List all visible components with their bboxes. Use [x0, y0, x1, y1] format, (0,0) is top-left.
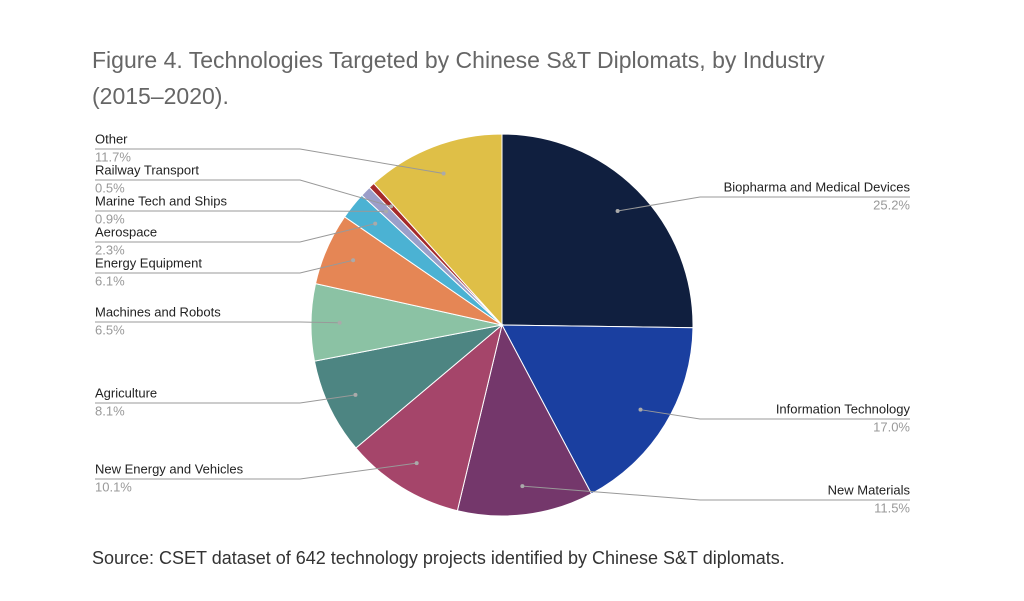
leader-dot — [353, 392, 358, 397]
source-note: Source: CSET dataset of 642 technology p… — [92, 548, 785, 568]
slice-value-label: 17.0% — [873, 419, 910, 434]
leader-dot — [441, 171, 446, 176]
slice-label: Information Technology — [776, 401, 911, 416]
leader-dot — [384, 209, 389, 214]
slice-value-label: 6.5% — [95, 322, 125, 337]
leader-line — [95, 223, 376, 243]
slice-value-label: 25.2% — [873, 197, 910, 212]
leader-line — [522, 485, 910, 501]
pie-slice — [355, 323, 503, 512]
pie-slice — [501, 133, 694, 329]
slice-label: Machines and Robots — [95, 304, 221, 319]
leader-line — [95, 462, 417, 480]
slice-value-label: 10.1% — [95, 479, 132, 494]
leader-dot — [373, 221, 378, 226]
pie-slice — [501, 324, 694, 495]
leader-line — [95, 179, 392, 207]
slice-label: Energy Equipment — [95, 255, 202, 270]
leader-line — [95, 394, 356, 404]
leader-dot — [615, 209, 620, 214]
slice-label: Agriculture — [95, 385, 157, 400]
leader-line — [640, 409, 910, 420]
slice-value-label: 0.9% — [95, 211, 125, 226]
pie-slice — [313, 324, 504, 449]
leader-dot — [638, 407, 643, 412]
slice-value-label: 11.7% — [95, 149, 131, 164]
slice-value-label: 11.5% — [874, 500, 910, 515]
pie-slice — [373, 133, 503, 327]
leader-dot — [337, 320, 342, 325]
leader-line — [95, 259, 354, 274]
slice-label: Aerospace — [95, 224, 157, 239]
leader-line — [95, 321, 340, 324]
slice-label: Biopharma and Medical Devices — [724, 179, 911, 194]
slice-value-label: 2.3% — [95, 242, 125, 257]
slice-value-label: 0.5% — [95, 180, 125, 195]
leader-dot — [414, 461, 419, 466]
slice-label: Railway Transport — [95, 162, 199, 177]
chart-title: Figure 4. Technologies Targeted by Chine… — [92, 47, 825, 109]
leader-line — [95, 148, 444, 175]
slice-label: New Materials — [828, 482, 911, 497]
leader-dot — [520, 484, 525, 489]
leader-line — [617, 196, 910, 212]
slice-label: Other — [95, 131, 128, 146]
leader-dot — [351, 258, 356, 263]
leader-dot — [389, 204, 394, 209]
slice-label: New Energy and Vehicles — [95, 461, 244, 476]
slice-value-label: 8.1% — [95, 403, 125, 418]
slice-label: Marine Tech and Ships — [95, 193, 228, 208]
slice-value-label: 6.1% — [95, 273, 125, 288]
